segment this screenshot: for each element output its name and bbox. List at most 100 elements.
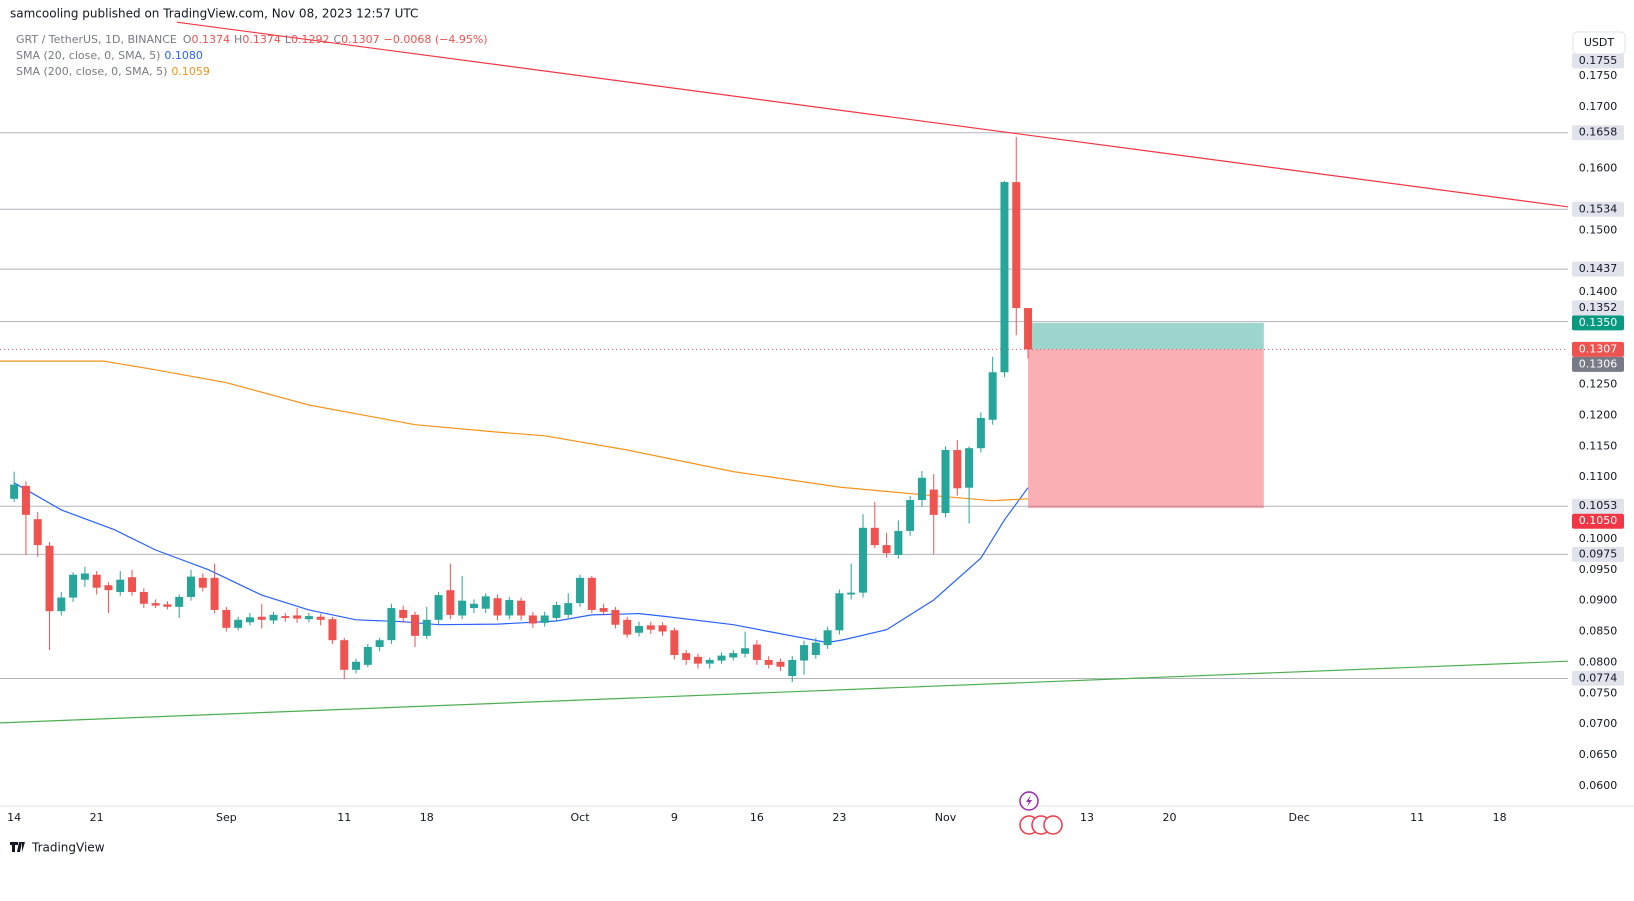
level-tag: 0.1658 <box>1579 126 1618 139</box>
event-flag[interactable] <box>1043 815 1063 835</box>
last-price-tag: 0.1307 <box>1579 342 1618 355</box>
candle-body <box>69 574 78 598</box>
candle-body <box>151 603 160 606</box>
x-tick-label: 11 <box>1410 811 1424 824</box>
legend-text: 0.1292 <box>291 33 330 46</box>
candle-body <box>741 648 750 654</box>
candle-body <box>175 596 184 607</box>
x-tick-label: 18 <box>1493 811 1507 824</box>
candle-body <box>316 616 325 620</box>
candle-body <box>776 661 785 667</box>
x-tick-label: Dec <box>1289 811 1310 824</box>
level-tag-bg <box>1572 300 1624 316</box>
candle-body <box>80 573 89 580</box>
top-price-tag: 0.1755 <box>1579 54 1618 67</box>
top-price-tag-bg <box>1572 53 1624 69</box>
y-tick-label: 0.0650 <box>1579 748 1618 761</box>
candle-body <box>222 609 231 628</box>
x-tick-label: 16 <box>750 811 764 824</box>
candle-body <box>128 577 137 593</box>
candle-body <box>634 625 643 633</box>
event-icons <box>1019 791 1063 835</box>
candle-body <box>528 615 537 624</box>
y-tick-label: 0.1150 <box>1579 439 1618 452</box>
candle-body <box>375 640 384 647</box>
candle-body <box>717 655 726 661</box>
y-tick-label: 0.1500 <box>1579 223 1618 236</box>
legend-text: SMA (20, close, 0, SMA, 5) <box>16 49 160 62</box>
legend-text: 0.1374 <box>192 33 231 46</box>
legend-text: GRT / TetherUS, 1D, BINANCE <box>16 33 177 46</box>
level-tag-bg <box>1572 125 1624 141</box>
x-tick-label: Oct <box>571 811 591 824</box>
candle-body <box>446 590 455 615</box>
candle-body <box>929 489 938 515</box>
candle-body <box>576 577 585 604</box>
candle-body <box>670 630 679 655</box>
candle-body <box>493 598 502 616</box>
legend-text: O <box>183 33 192 46</box>
candle-body <box>245 617 254 623</box>
currency-button[interactable] <box>1572 31 1626 55</box>
price-axis: 0.1750 0.1700 0.1600 0.1500 0.1400 0.1250 0.12… <box>1572 53 1624 792</box>
candle-body <box>811 642 820 655</box>
y-tick-label: 0.0600 <box>1579 779 1618 792</box>
legend-text: L <box>285 33 292 46</box>
plot-area <box>0 21 1568 724</box>
candle-body <box>988 372 997 420</box>
candle-body <box>410 614 419 636</box>
publish-note: samcooling published on TradingView.com,… <box>10 7 418 21</box>
brand-logo <box>10 842 25 852</box>
last-price-tag-bg <box>1572 341 1624 357</box>
candle-body <box>917 477 926 501</box>
trendline <box>0 660 1568 724</box>
candle-body <box>234 619 243 628</box>
y-tick-label: 0.1700 <box>1579 100 1618 113</box>
x-tick-label: 20 <box>1163 811 1177 824</box>
candle-body <box>399 609 408 618</box>
candle-body <box>1000 182 1009 373</box>
candle-body <box>906 500 915 531</box>
candle-body <box>363 646 372 665</box>
candle-body <box>387 608 396 641</box>
level-tag: 0.1053 <box>1579 499 1618 512</box>
level-tag-bg <box>1572 498 1624 514</box>
x-tick-label: 13 <box>1080 811 1094 824</box>
candle-body <box>92 574 101 588</box>
currency-label: USDT <box>1584 36 1615 49</box>
x-tick-label: 14 <box>7 811 21 824</box>
x-tick-label: 9 <box>671 811 678 824</box>
candle-body <box>729 653 738 658</box>
x-tick-label: 23 <box>832 811 846 824</box>
level-tag-bg <box>1572 261 1624 277</box>
marker-price-tag-bg <box>1572 356 1624 372</box>
candle-body <box>835 593 844 631</box>
candle-body <box>340 640 349 670</box>
brand-name: TradingView <box>31 841 105 855</box>
y-tick-label: 0.0900 <box>1579 594 1618 607</box>
marker-price-tag: 0.1306 <box>1579 357 1618 370</box>
candle-body <box>1024 308 1033 350</box>
candle-body <box>823 630 832 646</box>
candle-body <box>552 604 561 618</box>
legend-text: SMA (200, close, 0, SMA, 5) <box>16 65 167 78</box>
candle-body <box>304 616 313 620</box>
candle-body <box>705 659 714 664</box>
candle-body <box>517 600 526 616</box>
candle-body <box>800 645 809 661</box>
y-tick-label: 0.1100 <box>1579 470 1618 483</box>
profit-zone <box>1028 322 1264 350</box>
candle-body <box>976 417 985 449</box>
level-tag: 0.1534 <box>1579 202 1618 215</box>
candle-body <box>894 530 903 555</box>
candle-body <box>752 644 761 660</box>
candle-body <box>186 576 195 597</box>
candle-body <box>682 653 691 660</box>
level-tag-bg <box>1572 670 1624 686</box>
candle-body <box>33 519 42 546</box>
candle-body <box>458 600 467 616</box>
x-tick-label: Nov <box>935 811 957 824</box>
y-tick-label: 0.1200 <box>1579 408 1618 421</box>
lightning-glyph <box>1026 795 1032 807</box>
legend-text: 0.1307 <box>341 33 380 46</box>
